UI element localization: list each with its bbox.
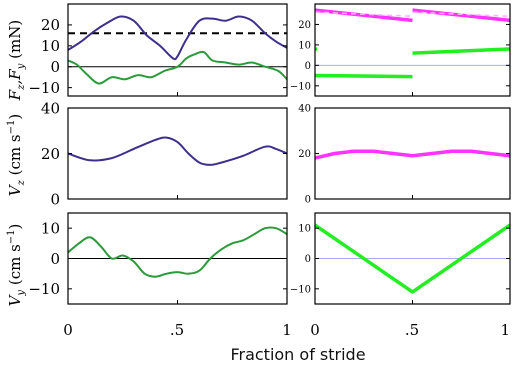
ylabel-vz: Vz (cm s−1) <box>6 114 27 196</box>
left-vy-ytick-label-0: 10 <box>41 219 60 237</box>
right-vz-series-0-line <box>314 149 511 160</box>
left-force-ytick-label-0: 20 <box>41 16 60 34</box>
right-vy-series-0-line <box>314 223 511 294</box>
right-vz-ytick-label-0: 40 <box>298 104 311 115</box>
panel-force-left: 20 10 0 −10 <box>28 3 288 97</box>
left-force-ytick-label-1: 10 <box>41 37 60 55</box>
left-xtick-1: .5 <box>170 321 184 339</box>
ylabel-vy: Vy (cm s−1) <box>6 224 27 307</box>
left-vz-series-0-line <box>67 136 288 166</box>
right-xtick-2: 1 <box>500 321 510 339</box>
left-vz-ytick-label-1: 20 <box>41 145 60 163</box>
panel-vy-right: 10 0 −10 <box>290 212 511 305</box>
right-vy-ytick-label-2: −10 <box>290 284 311 295</box>
right-force-ytick-label-0: 20 <box>298 20 311 31</box>
right-vy-ytick-label-0: 10 <box>298 224 311 235</box>
left-vz-ytick-label-2: 0 <box>50 190 60 208</box>
right-xtick-1: .5 <box>405 321 419 339</box>
right-force-series-0-segment-0 <box>314 8 413 23</box>
right-vz-ytick-label-2: 0 <box>305 195 311 206</box>
left-force-series-0-line <box>67 15 288 61</box>
right-xtick-0: 0 <box>310 321 320 339</box>
right-force-series-2-segment-0 <box>314 73 413 79</box>
left-force-ytick-label-3: −10 <box>28 79 60 97</box>
panel-force-right: 20 10 0 −10 <box>290 3 511 97</box>
right-vz-ytick-label-1: 20 <box>298 149 311 160</box>
right-force-ytick-label-3: −10 <box>290 81 311 92</box>
left-force-ytick-label-2: 0 <box>50 58 60 76</box>
right-force-ytick-label-1: 10 <box>298 40 311 51</box>
panel-vz-right: 40 20 0 <box>298 104 511 206</box>
panel-vy-left: 10 0 −10 <box>28 212 288 305</box>
left-xtick-2: 1 <box>282 321 292 339</box>
left-force-series-1-line <box>67 50 288 85</box>
panel-vz-left: 40 20 0 <box>41 99 288 208</box>
right-force-series-1-segment-0 <box>314 11 413 18</box>
right-force-series-0-segment-1 <box>412 8 511 23</box>
right-force-series-2-segment-1 <box>412 47 511 55</box>
left-vz-frame <box>67 107 288 200</box>
right-vy-ytick-label-1: 0 <box>305 254 311 265</box>
left-xtick-0: 0 <box>63 321 73 339</box>
x-axis-label: Fraction of stride <box>230 345 365 364</box>
left-vy-series-0-line <box>67 226 288 278</box>
left-vz-ytick-label-0: 40 <box>41 99 60 117</box>
left-vy-ytick-label-2: −10 <box>28 280 60 298</box>
right-force-series-1-segment-1 <box>412 11 511 18</box>
left-vy-ytick-label-1: 0 <box>50 250 60 268</box>
ylabel-force: Fz,Fy (mN) <box>6 20 27 101</box>
right-force-ytick-label-2: 0 <box>305 61 311 72</box>
